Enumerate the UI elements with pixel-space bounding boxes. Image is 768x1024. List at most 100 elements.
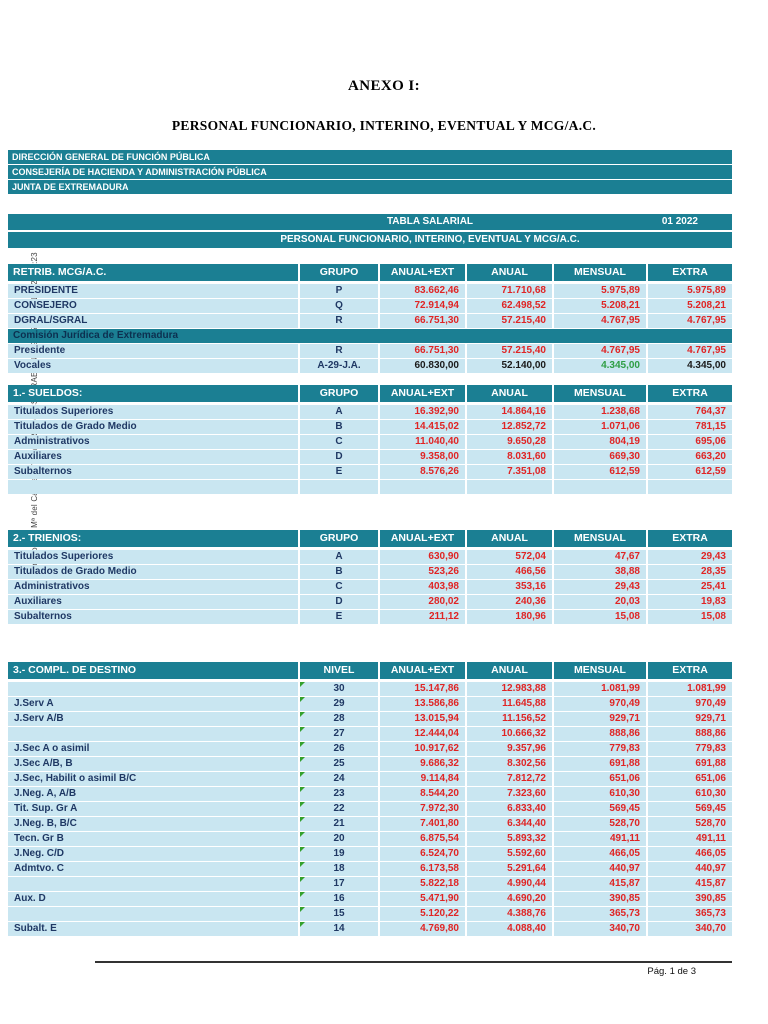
org-line-consejeria: CONSEJERÍA DE HACIENDA Y ADMINISTRACIÓN … <box>8 165 732 179</box>
row-value: 57.215,40 <box>467 314 552 328</box>
row-value: 610,30 <box>554 787 646 801</box>
row-value: 12.852,72 <box>467 420 552 434</box>
row-value: 29,43 <box>648 550 732 564</box>
row-group: 17 <box>300 877 378 891</box>
column-header-3: MENSUAL <box>554 530 646 547</box>
column-header-2: ANUAL <box>467 662 552 679</box>
section-destino: 3.- COMPL. DE DESTINO NIVEL ANUAL+EXT ANUAL… <box>8 662 732 936</box>
row-value: 403,98 <box>380 580 465 594</box>
row-value: 415,87 <box>554 877 646 891</box>
row-value: 4.767,95 <box>648 314 732 328</box>
row-value: 569,45 <box>554 802 646 816</box>
table-row: Vocales A-29-J.A. 60.830,00 52.140,00 4.345,… <box>8 359 732 373</box>
row-group: 16 <box>300 892 378 906</box>
spacer-cell <box>648 480 732 494</box>
row-group: R <box>300 314 378 328</box>
table-row: J.Serv A/B 28 13.015,94 11.156,52 929,71 929,… <box>8 712 732 726</box>
row-group: B <box>300 565 378 579</box>
row-value: 390,85 <box>648 892 732 906</box>
row-value: 25,41 <box>648 580 732 594</box>
row-value: 52.140,00 <box>467 359 552 373</box>
row-label <box>8 907 298 921</box>
row-group: C <box>300 435 378 449</box>
row-value: 66.751,30 <box>380 344 465 358</box>
cell-marker-icon <box>300 832 305 837</box>
row-value: 6.833,40 <box>467 802 552 816</box>
row-value: 8.576,26 <box>380 465 465 479</box>
table-row: 15 5.120,22 4.388,76 365,73 365,73 <box>8 907 732 921</box>
row-value: 663,20 <box>648 450 732 464</box>
spacer-cell <box>380 480 465 494</box>
row-value: 491,11 <box>648 832 732 846</box>
row-value: 38,88 <box>554 565 646 579</box>
org-header: DIRECCIÓN GENERAL DE FUNCIÓN PÚBLICA CON… <box>8 150 732 194</box>
row-value: 20,03 <box>554 595 646 609</box>
row-value: 4.345,00 <box>648 359 732 373</box>
org-line-direccion: DIRECCIÓN GENERAL DE FUNCIÓN PÚBLICA <box>8 150 732 164</box>
row-value: 1.081,99 <box>554 682 646 696</box>
row-group: 18 <box>300 862 378 876</box>
table-row: J.Neg. A, A/B 23 8.544,20 7.323,60 610,30 610… <box>8 787 732 801</box>
row-value: 11.156,52 <box>467 712 552 726</box>
row-value: 71.710,68 <box>467 284 552 298</box>
row-value: 47,67 <box>554 550 646 564</box>
section-trienios: 2.- TRIENIOS: GRUPO ANUAL+EXT ANUAL MENSUAL E… <box>8 530 732 624</box>
row-group: A <box>300 405 378 419</box>
row-value: 1.071,06 <box>554 420 646 434</box>
row-value: 804,19 <box>554 435 646 449</box>
row-label: Titulados de Grado Medio <box>8 420 298 434</box>
row-value: 13.015,94 <box>380 712 465 726</box>
column-header-group: GRUPO <box>300 385 378 402</box>
row-group: 30 <box>300 682 378 696</box>
row-group: E <box>300 465 378 479</box>
spacer-cell <box>554 480 646 494</box>
table-row: DGRAL/SGRAL R 66.751,30 57.215,40 4.767,95 4.… <box>8 314 732 328</box>
table-row: Administrativos C 11.040,40 9.650,28 804,19 6… <box>8 435 732 449</box>
row-value: 19,83 <box>648 595 732 609</box>
row-value: 7.323,60 <box>467 787 552 801</box>
row-value: 11.645,88 <box>467 697 552 711</box>
cell-marker-icon <box>300 697 305 702</box>
row-value: 4.767,95 <box>554 344 646 358</box>
row-value: 651,06 <box>648 772 732 786</box>
row-value: 365,73 <box>554 907 646 921</box>
row-value: 29,43 <box>554 580 646 594</box>
row-value: 10.917,62 <box>380 742 465 756</box>
table-row: CONSEJERO Q 72.914,94 62.498,52 5.208,21 5.20… <box>8 299 732 313</box>
table-row <box>8 480 732 494</box>
row-label <box>8 727 298 741</box>
row-label: Vocales <box>8 359 298 373</box>
row-value: 4.769,80 <box>380 922 465 936</box>
row-group: A-29-J.A. <box>300 359 378 373</box>
row-label: Titulados Superiores <box>8 550 298 564</box>
row-group: 20 <box>300 832 378 846</box>
section-header-row: RETRIB. MCG/A.C. GRUPO ANUAL+EXT ANUAL MENSU… <box>8 264 732 281</box>
row-value: 240,36 <box>467 595 552 609</box>
column-header-1: ANUAL+EXT <box>380 385 465 402</box>
row-group: 15 <box>300 907 378 921</box>
row-value: 466,05 <box>648 847 732 861</box>
row-value: 764,37 <box>648 405 732 419</box>
row-value: 180,96 <box>467 610 552 624</box>
section-title: RETRIB. MCG/A.C. <box>8 264 298 281</box>
table-row: Comisión Jurídica de Extremadura <box>8 329 732 343</box>
row-value: 4.990,44 <box>467 877 552 891</box>
row-label: Tit. Sup. Gr A <box>8 802 298 816</box>
column-header-4: EXTRA <box>648 385 732 402</box>
row-value: 612,59 <box>554 465 646 479</box>
salary-table: DIRECCIÓN GENERAL DE FUNCIÓN PÚBLICA CON… <box>8 150 732 937</box>
row-value: 440,97 <box>648 862 732 876</box>
row-value: 528,70 <box>648 817 732 831</box>
row-value: 888,86 <box>648 727 732 741</box>
row-value: 5.822,18 <box>380 877 465 891</box>
row-value: 12.983,88 <box>467 682 552 696</box>
page-number: Pág. 1 de 3 <box>647 966 696 977</box>
column-header-1: ANUAL+EXT <box>380 662 465 679</box>
table-row: Subalternos E 8.576,26 7.351,08 612,59 612,59 <box>8 465 732 479</box>
row-value: 5.208,21 <box>648 299 732 313</box>
section-retrib: RETRIB. MCG/A.C. GRUPO ANUAL+EXT ANUAL MENSU… <box>8 264 732 373</box>
table-row: 27 12.444,04 10.666,32 888,86 888,86 <box>8 727 732 741</box>
row-value: 779,83 <box>648 742 732 756</box>
row-label: J.Neg. C/D <box>8 847 298 861</box>
column-header-4: EXTRA <box>648 662 732 679</box>
